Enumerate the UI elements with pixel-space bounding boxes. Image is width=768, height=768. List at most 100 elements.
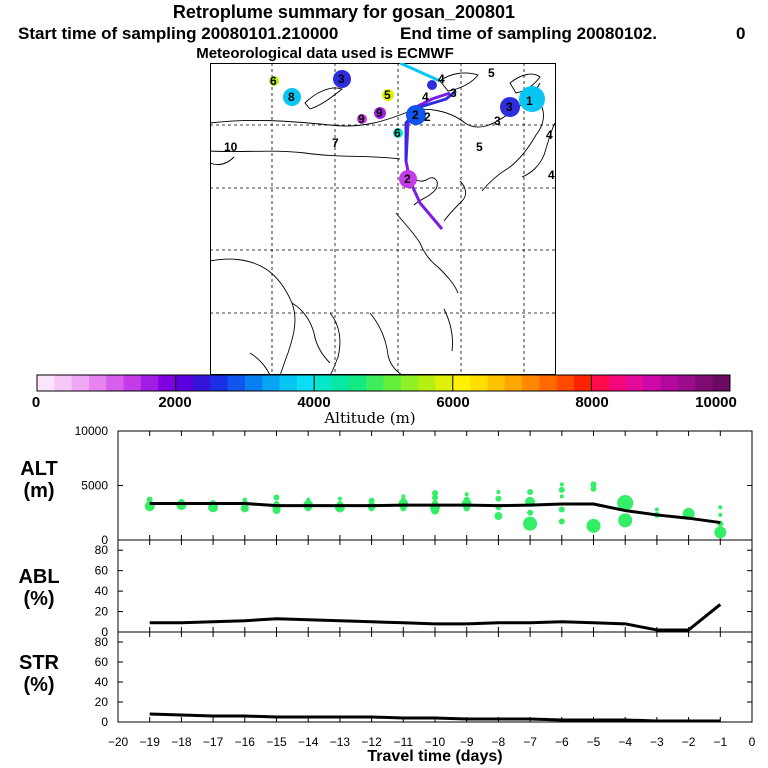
map-label: 9 xyxy=(376,106,383,120)
y-tick-label: 80 xyxy=(95,543,109,557)
colorbar-frame xyxy=(36,374,731,392)
y-tick-label: 60 xyxy=(95,655,109,669)
str-label-line1: STR xyxy=(19,652,59,674)
colorbar-swatch xyxy=(574,375,592,391)
colorbar-swatch xyxy=(175,375,194,391)
panel-alt: 0 5000 10000 xyxy=(75,424,753,547)
alt-line xyxy=(149,501,721,525)
x-tick-label: −15 xyxy=(266,735,287,749)
plume-point xyxy=(494,512,503,521)
map-label: 8 xyxy=(288,90,295,104)
met-data-label: Meteorological data used is ECMWF xyxy=(196,45,454,62)
colorbar-title: Altitude (m) xyxy=(324,409,416,427)
plume-point xyxy=(527,509,534,516)
colorbar-tick: 10000 xyxy=(695,394,737,411)
colorbar-swatch xyxy=(608,375,627,391)
colorbar-swatch xyxy=(244,375,263,391)
plume-point xyxy=(685,507,692,514)
x-tick-label: −14 xyxy=(298,735,319,749)
str-panel-label: STR (%) xyxy=(4,652,74,696)
x-axis-title: Travel time (days) xyxy=(367,748,503,765)
y-tick-label: 5000 xyxy=(81,479,108,493)
plume-point xyxy=(654,507,659,512)
map-label: 1 xyxy=(526,94,533,108)
plume-point xyxy=(463,496,470,503)
abl-label-line2: (%) xyxy=(23,588,55,610)
colorbar-swatch xyxy=(314,375,333,391)
plume-marker xyxy=(427,80,437,90)
colorbar-swatch xyxy=(366,375,384,391)
colorbar-tick: 4000 xyxy=(297,394,331,411)
x-tick-label: −3 xyxy=(650,735,664,749)
y-tick-label: 80 xyxy=(95,635,109,649)
abl-label-line1: ABL xyxy=(18,566,60,588)
x-axis: −20 −19 −18 −17 −16 −15 −14 −13 −12 −11 −10 −9 −8 −7−… xyxy=(108,735,756,749)
plume-point xyxy=(336,506,343,513)
colorbar-swatch xyxy=(591,375,610,391)
plume-point xyxy=(718,505,723,510)
altitude-colorbar xyxy=(36,374,731,392)
abl-line xyxy=(149,603,722,632)
colorbar-swatch xyxy=(660,375,679,391)
colorbar-swatch xyxy=(227,375,246,391)
map-label: 4 xyxy=(548,168,555,182)
end-time-suffix: 0 xyxy=(736,24,746,43)
map-label: 7 xyxy=(332,136,339,150)
colorbar-swatch xyxy=(383,375,402,391)
plume-point xyxy=(400,497,407,504)
plume-marker xyxy=(519,86,545,112)
x-tick-label: −13 xyxy=(330,735,351,749)
colorbar-swatch xyxy=(106,375,125,391)
x-tick-label: −4 xyxy=(618,735,632,749)
y-tick-label: 40 xyxy=(95,584,109,598)
alt-label-line2: (m) xyxy=(23,480,55,502)
x-tick-label: −11 xyxy=(394,735,414,749)
y-tick-label: 0 xyxy=(101,625,108,639)
plume-marker xyxy=(399,170,417,188)
y-tick-label: 0 xyxy=(101,533,108,547)
x-tick-label: −1 xyxy=(713,735,727,749)
x-tick-label: −9 xyxy=(460,735,474,749)
plume-marker xyxy=(393,128,403,138)
colorbar-swatch xyxy=(470,375,488,391)
end-time-label: End time of sampling 20080102. xyxy=(400,24,657,43)
plume-point xyxy=(464,492,469,497)
map-gridlines xyxy=(210,63,556,375)
colorbar-swatch xyxy=(400,375,419,391)
colorbar-swatch xyxy=(626,375,644,391)
x-tick-label: −8 xyxy=(492,735,506,749)
colorbar-swatch xyxy=(331,375,350,391)
plume-point xyxy=(558,518,565,525)
plume-point xyxy=(558,506,565,513)
plume-point xyxy=(431,506,439,515)
plume-point xyxy=(586,518,601,533)
plume-point xyxy=(337,496,342,501)
colorbar-swatch xyxy=(522,375,540,391)
abl-panel-label: ABL (%) xyxy=(4,566,74,610)
colorbar-tick: 0 xyxy=(31,394,41,411)
plume-marker xyxy=(374,107,386,119)
map-label: 4 xyxy=(546,128,553,142)
colorbar-swatch xyxy=(504,375,523,391)
plume-point xyxy=(306,497,311,502)
x-tick-label: −17 xyxy=(203,735,224,749)
plume-point xyxy=(590,485,597,492)
x-tick-label: −18 xyxy=(171,735,192,749)
plume-point xyxy=(558,486,565,493)
plume-marker xyxy=(269,76,279,86)
y-tick-label: 60 xyxy=(95,564,109,578)
plume-point xyxy=(618,513,633,528)
colorbar-tick: 8000 xyxy=(575,394,609,411)
colorbar-swatch xyxy=(556,375,575,391)
map-label: 6 xyxy=(394,126,401,140)
colorbar-swatch xyxy=(418,375,436,391)
y-tick-label: 20 xyxy=(95,605,109,619)
plume-point xyxy=(240,504,249,513)
map-label: 9 xyxy=(358,112,365,126)
colorbar-swatch xyxy=(539,375,558,391)
map-labels: 5 6 3 8 5 4 4 3 9 9 2 2 6 7 10 5 3 3 1 4… xyxy=(224,66,555,186)
plume-marker xyxy=(406,105,426,125)
plume-marker xyxy=(357,114,367,124)
map-label: 6 xyxy=(270,74,277,88)
